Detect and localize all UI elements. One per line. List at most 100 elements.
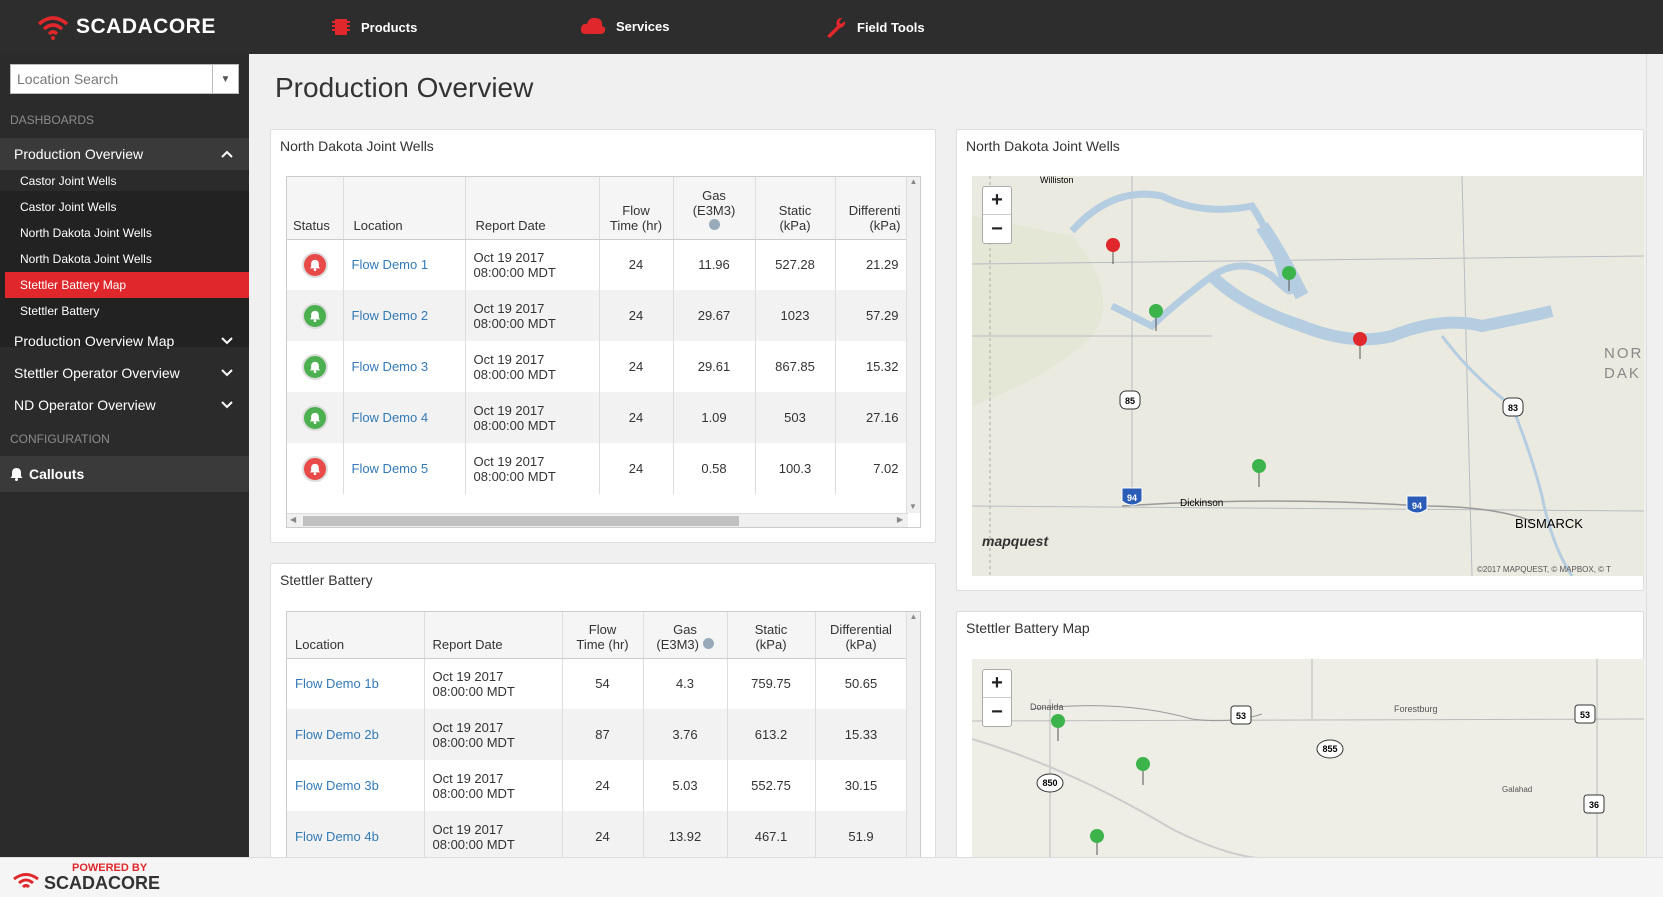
location-link[interactable]: Flow Demo 1b xyxy=(287,658,425,709)
page-title: Production Overview xyxy=(275,72,534,103)
location-link[interactable]: Flow Demo 3b xyxy=(287,760,425,811)
menu-nd-operator-overview[interactable]: ND Operator Overview xyxy=(0,389,249,421)
report-date-cell: Oct 19 2017 08:00:00 MDT xyxy=(465,341,600,392)
stettler-col-static[interactable]: Static (kPa) xyxy=(727,612,816,659)
col-static-line2: (kPa) xyxy=(779,217,811,233)
stettler-col-flow-time[interactable]: Flow Time (hr) xyxy=(562,612,644,659)
zoom-in-button[interactable]: + xyxy=(983,670,1011,698)
footer-wifi-logo-icon xyxy=(13,873,39,889)
submenu-stettler-battery-map[interactable]: Stettler Battery Map xyxy=(5,272,249,298)
col-location[interactable]: Location xyxy=(343,177,466,240)
col-gas-line1: Gas xyxy=(702,187,726,203)
nav-field-tools[interactable]: Field Tools xyxy=(825,16,925,38)
submenu-north-dakota-joint-wells-1[interactable]: North Dakota Joint Wells xyxy=(20,226,152,240)
col-flow-time[interactable]: Flow Time (hr) xyxy=(599,177,674,240)
report-date-cell: Oct 19 2017 08:00:00 MDT xyxy=(465,443,600,494)
stettler-map[interactable]: 53 53 855 850 36 Donalda Forestburg Gala… xyxy=(972,659,1644,859)
stettler-col-differential[interactable]: Differential (kPa) xyxy=(815,612,908,659)
nav-services[interactable]: Services xyxy=(580,16,670,36)
nd-grid-vertical-scrollbar[interactable]: ▲ ▼ xyxy=(906,177,920,513)
menu-stettler-operator-overview[interactable]: Stettler Operator Overview xyxy=(0,357,249,389)
report-time: 08:00:00 MDT xyxy=(432,683,515,699)
status-bell-icon[interactable] xyxy=(301,404,328,431)
location-link[interactable]: Flow Demo 2 xyxy=(343,290,466,341)
table-row[interactable]: Flow Demo 1 Oct 19 2017 08:00:00 MDT 24 11.9… xyxy=(287,239,908,290)
differential-cell: 7.02 xyxy=(835,443,908,494)
flow-time-cell: 24 xyxy=(599,290,674,341)
report-time: 08:00:00 MDT xyxy=(432,734,515,750)
location-link[interactable]: Flow Demo 4 xyxy=(343,392,466,443)
label-dakota: DAK xyxy=(1604,365,1641,382)
submenu-north-dakota-joint-wells-2[interactable]: North Dakota Joint Wells xyxy=(20,252,152,266)
nav-products[interactable]: Products xyxy=(331,16,417,38)
page-vertical-scrollbar[interactable] xyxy=(1646,54,1663,857)
shield-i94-a: 94 xyxy=(1127,493,1137,503)
horizontal-scroll-thumb[interactable] xyxy=(303,516,739,526)
shield-53-b: 53 xyxy=(1580,710,1590,720)
status-bell-icon[interactable] xyxy=(301,353,328,380)
status-bell-icon[interactable] xyxy=(301,251,328,278)
stettler-col-differential-line1: Differential xyxy=(830,621,892,637)
gas-info-icon[interactable] xyxy=(708,218,720,230)
table-row[interactable]: Flow Demo 2 Oct 19 2017 08:00:00 MDT 24 29.6… xyxy=(287,290,908,341)
label-donalda: Donalda xyxy=(1030,702,1064,712)
col-report-date[interactable]: Report Date xyxy=(465,177,600,240)
status-cell xyxy=(287,290,344,341)
status-bell-icon[interactable] xyxy=(301,302,328,329)
location-search-input[interactable] xyxy=(11,65,212,93)
stettler-grid-vertical-scrollbar[interactable]: ▲ xyxy=(906,612,920,870)
scroll-left-arrow-icon[interactable]: ◀ xyxy=(290,515,297,524)
menu-callouts-label: Callouts xyxy=(29,466,85,482)
report-date: Oct 19 2017 xyxy=(473,351,545,367)
differential-cell: 21.29 xyxy=(835,239,908,290)
table-row[interactable]: Flow Demo 1b Oct 19 2017 08:00:00 MDT 54 4.3… xyxy=(287,658,908,709)
menu-callouts[interactable]: Callouts xyxy=(0,456,249,492)
scroll-down-arrow-icon[interactable]: ▼ xyxy=(909,502,917,511)
col-differential[interactable]: Differenti (kPa) xyxy=(835,177,908,240)
table-row[interactable]: Flow Demo 3b Oct 19 2017 08:00:00 MDT 24 5.0… xyxy=(287,760,908,811)
stettler-col-gas[interactable]: Gas (E3M3) xyxy=(643,612,728,659)
col-gas[interactable]: Gas (E3M3) xyxy=(673,177,756,240)
shield-855: 855 xyxy=(1322,744,1337,754)
location-link[interactable]: Flow Demo 5 xyxy=(343,443,466,494)
location-link[interactable]: Flow Demo 1 xyxy=(343,239,466,290)
submenu-castor-joint-wells-2[interactable]: Castor Joint Wells xyxy=(20,200,117,214)
col-status[interactable]: Status xyxy=(287,177,344,240)
scadacore-logo[interactable]: SCADACORE xyxy=(36,14,216,40)
gas-cell: 5.03 xyxy=(643,760,728,811)
location-search[interactable]: ▼ xyxy=(10,64,239,94)
table-row[interactable]: Flow Demo 4b Oct 19 2017 08:00:00 MDT 24 13.… xyxy=(287,811,908,862)
nd-grid-horizontal-scrollbar[interactable]: ◀ ▶ xyxy=(287,513,908,527)
nd-wells-grid: Status Location Report Date Flow Time (hr… xyxy=(286,176,921,528)
table-row[interactable]: Flow Demo 5 Oct 19 2017 08:00:00 MDT 24 0.58… xyxy=(287,443,908,494)
flow-time-cell: 54 xyxy=(562,658,644,709)
report-date: Oct 19 2017 xyxy=(473,453,545,469)
location-link[interactable]: Flow Demo 3 xyxy=(343,341,466,392)
table-row[interactable]: Flow Demo 3 Oct 19 2017 08:00:00 MDT 24 29.6… xyxy=(287,341,908,392)
chevron-down-icon[interactable]: ▼ xyxy=(212,65,238,93)
submenu-castor-joint-wells-1[interactable]: Castor Joint Wells xyxy=(20,174,117,188)
shield-i94-b: 94 xyxy=(1412,501,1422,511)
table-row[interactable]: Flow Demo 4 Oct 19 2017 08:00:00 MDT 24 1.09… xyxy=(287,392,908,443)
scroll-up-arrow-icon[interactable]: ▲ xyxy=(909,612,918,621)
scroll-right-arrow-icon[interactable]: ▶ xyxy=(896,515,903,524)
zoom-in-button[interactable]: + xyxy=(983,187,1011,215)
nd-map[interactable]: 85 83 94 94 Williston Dickinson BISMARCK… xyxy=(972,176,1644,576)
zoom-out-button[interactable]: − xyxy=(991,700,1003,723)
table-row[interactable]: Flow Demo 2b Oct 19 2017 08:00:00 MDT 87 3.7… xyxy=(287,709,908,760)
scroll-up-arrow-icon[interactable]: ▲ xyxy=(909,177,918,186)
chevron-down-icon xyxy=(221,369,233,377)
status-bell-icon[interactable] xyxy=(301,455,328,482)
stettler-col-report-date[interactable]: Report Date xyxy=(424,612,563,659)
menu-production-overview-map[interactable]: Production Overview Map xyxy=(0,325,249,357)
menu-production-overview[interactable]: Production Overview xyxy=(0,138,249,170)
gas-info-icon[interactable] xyxy=(702,637,714,649)
zoom-out-button[interactable]: − xyxy=(991,217,1003,240)
stettler-col-gas-line2: (E3M3) xyxy=(656,636,699,652)
submenu-stettler-battery[interactable]: Stettler Battery xyxy=(20,304,100,318)
stettler-col-location[interactable]: Location xyxy=(287,612,425,659)
location-link[interactable]: Flow Demo 2b xyxy=(287,709,425,760)
col-static[interactable]: Static (kPa) xyxy=(755,177,836,240)
report-date-cell: Oct 19 2017 08:00:00 MDT xyxy=(424,709,563,760)
location-link[interactable]: Flow Demo 4b xyxy=(287,811,425,862)
